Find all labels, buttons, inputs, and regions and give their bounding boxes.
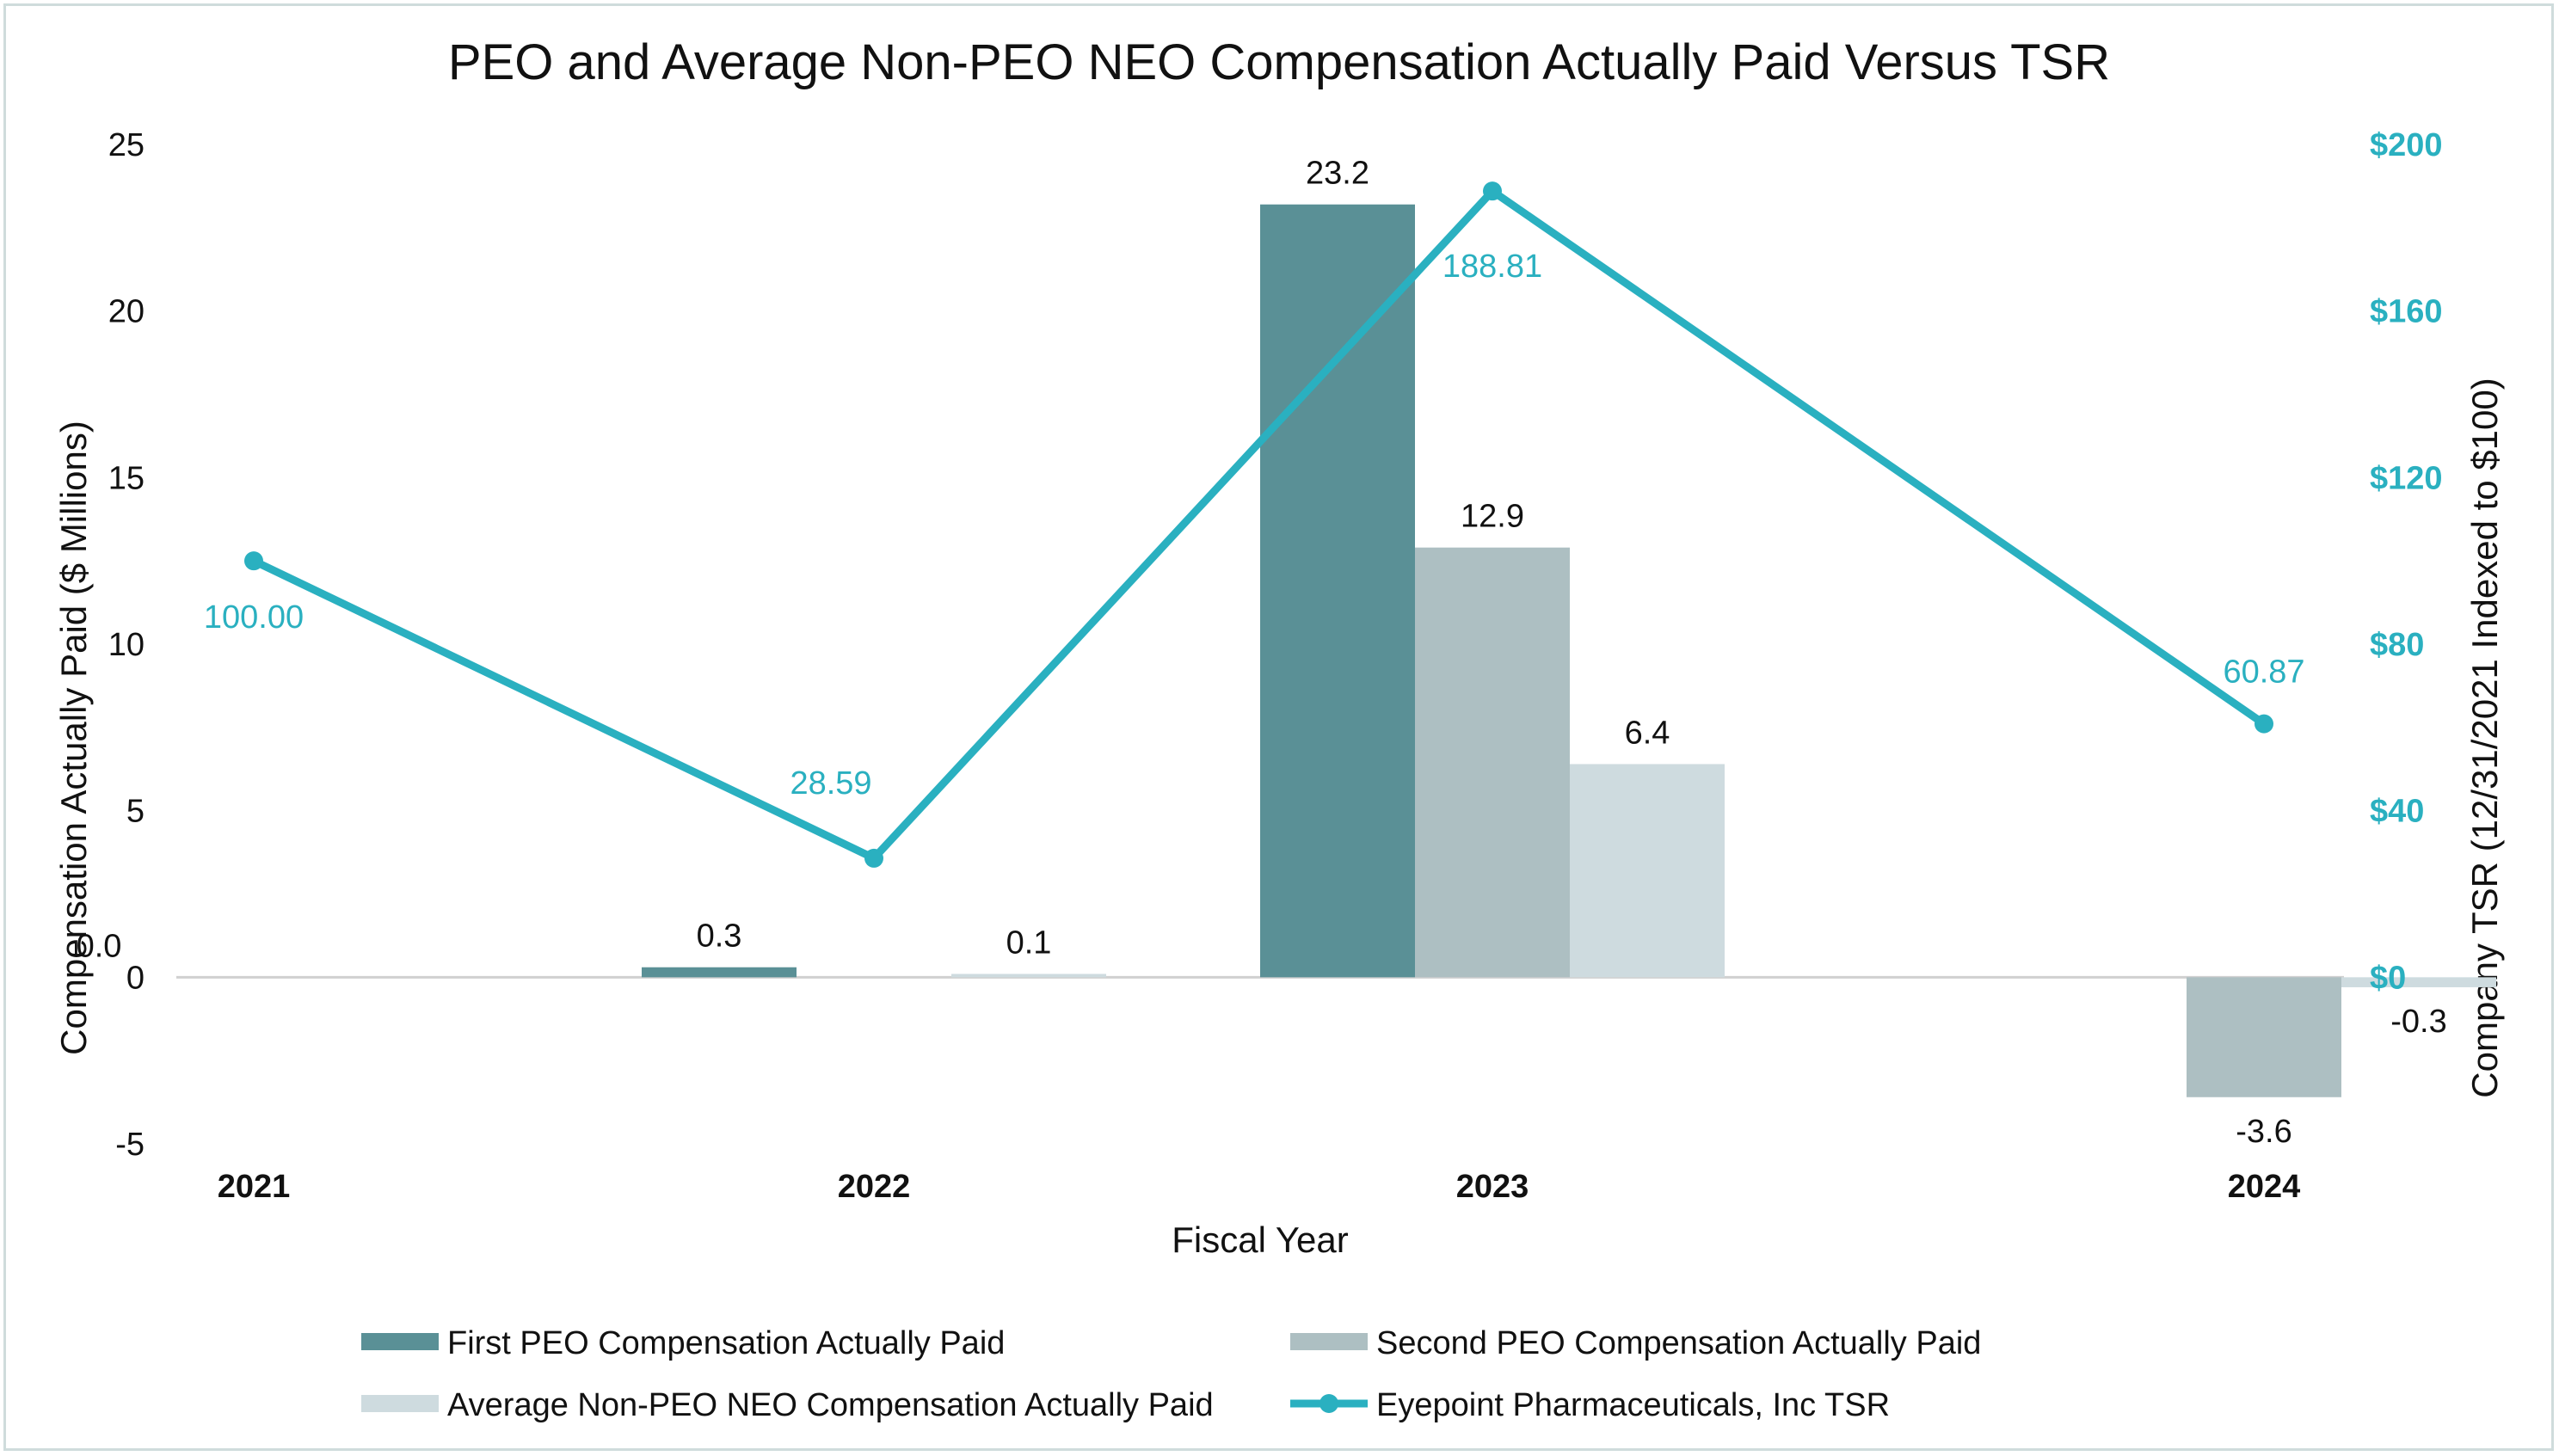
- legend-label: Second PEO Compensation Actually Paid: [1376, 1325, 1981, 1361]
- tsr-data-label: 188.81: [1443, 249, 1542, 285]
- legend-label: Average Non-PEO NEO Compensation Actuall…: [447, 1387, 1214, 1423]
- y2-tick-label: $0: [2370, 960, 2406, 996]
- bar-data-label: -3.6: [2236, 1114, 2291, 1150]
- tsr-data-label: 28.59: [790, 765, 871, 802]
- bar: [1570, 764, 1725, 977]
- y-tick-label: 10: [108, 627, 145, 663]
- y2-tick-label: $40: [2370, 794, 2424, 830]
- bar: [642, 968, 797, 978]
- y2-tick-label: $160: [2370, 294, 2443, 330]
- x-category-label: 2023: [1456, 1169, 1529, 1205]
- tsr-line: [254, 191, 2264, 858]
- x-category-label: 2024: [2228, 1169, 2301, 1205]
- bar: [2341, 977, 2496, 987]
- y2-tick-label: $120: [2370, 460, 2443, 496]
- y-tick-label: -5: [115, 1127, 145, 1163]
- x-category-label: 2021: [218, 1169, 291, 1205]
- chart: PEO and Average Non-PEO NEO Compensation…: [0, 0, 2559, 1456]
- bar-data-label: -0.3: [2390, 1004, 2446, 1040]
- legend-label: Eyepoint Pharmaceuticals, Inc TSR: [1376, 1387, 1890, 1423]
- y2-tick-label: $200: [2370, 127, 2443, 163]
- bar: [2187, 977, 2341, 1097]
- bar: [1260, 205, 1415, 978]
- tsr-point: [1483, 181, 1502, 200]
- bar-data-label: 0.1: [1006, 925, 1052, 961]
- bar-data-label: 6.4: [1625, 715, 1670, 751]
- tsr-data-label: 60.87: [2223, 654, 2304, 691]
- bar-data-label: 12.9: [1461, 499, 1524, 535]
- legend-swatch: [361, 1333, 439, 1350]
- y2-axis-title: Company TSR (12/31/2021 Indexed to $100): [2464, 378, 2505, 1097]
- x-axis-title: Fiscal Year: [1172, 1219, 1348, 1260]
- y-tick-label: 5: [126, 794, 145, 830]
- y-tick-label: 15: [108, 460, 145, 496]
- y-tick-label: 25: [108, 127, 145, 163]
- legend-label: First PEO Compensation Actually Paid: [447, 1325, 1005, 1361]
- legend-marker: [1319, 1394, 1338, 1413]
- tsr-point: [244, 551, 263, 570]
- bar: [951, 974, 1106, 977]
- x-category-label: 2022: [838, 1169, 911, 1205]
- legend-swatch: [361, 1395, 439, 1412]
- bar-data-label: 0.3: [697, 918, 742, 955]
- y-tick-label: 0: [126, 960, 145, 996]
- chart-title: PEO and Average Non-PEO NEO Compensation…: [448, 34, 2110, 90]
- tsr-data-label: 100.00: [204, 599, 304, 636]
- y-tick-label: 20: [108, 294, 145, 330]
- legend-swatch: [1290, 1333, 1368, 1350]
- bar-data-label: 0.0: [77, 928, 122, 964]
- y2-tick-label: $80: [2370, 627, 2424, 663]
- tsr-point: [2255, 715, 2273, 734]
- tsr-point: [864, 849, 883, 868]
- bar-data-label: 23.2: [1306, 156, 1369, 192]
- bar: [1415, 548, 1570, 978]
